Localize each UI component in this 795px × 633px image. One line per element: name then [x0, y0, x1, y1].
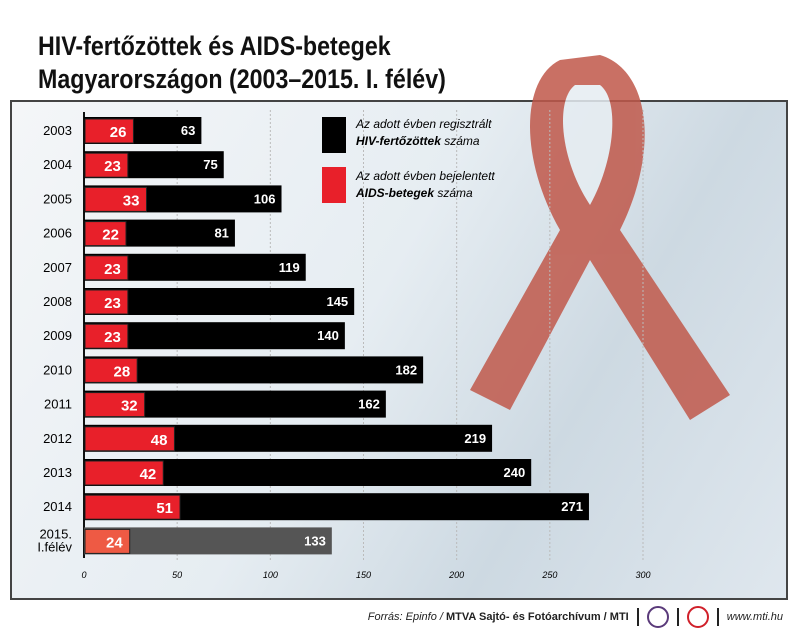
- data-label-aids: 23: [104, 329, 121, 346]
- divider: [636, 608, 639, 626]
- source: Forrás: Epinfo / MTVA Sajtó- és Fotóarch…: [367, 611, 629, 623]
- legend-aids-line1: Az adott évben bejelentett: [355, 169, 495, 183]
- footer: Forrás: Epinfo / MTVA Sajtó- és Fotóarch…: [368, 606, 783, 628]
- data-label-hiv: 81: [214, 226, 228, 241]
- y-tick-label: 2009: [43, 328, 72, 343]
- data-label-hiv: 75: [203, 157, 217, 172]
- data-label-aids: 23: [104, 158, 121, 175]
- x-tick-label: 50: [172, 570, 182, 580]
- chart-title: HIV-fertőzöttek és AIDS-betegek Magyaror…: [38, 30, 446, 96]
- title-line-1: HIV-fertőzöttek és AIDS-betegek: [38, 31, 391, 61]
- data-label-hiv: 63: [181, 123, 195, 138]
- y-tick-label: 2010: [43, 362, 72, 377]
- y-tick-label: 2015. I.félév: [37, 526, 72, 554]
- divider: [676, 608, 679, 626]
- legend: Az adott évben regisztrált HIV-fertőzött…: [322, 117, 495, 203]
- data-label-aids: 23: [104, 295, 121, 312]
- data-label-hiv: 145: [326, 294, 348, 309]
- data-label-aids: 28: [113, 363, 130, 380]
- y-tick-label: 2013: [43, 465, 72, 480]
- divider: [716, 608, 719, 626]
- y-tick-label: 2005: [43, 191, 72, 206]
- legend-swatch-aids: [322, 167, 346, 203]
- legend-swatch-hiv: [322, 117, 346, 153]
- bar-aids: [84, 152, 129, 178]
- legend-hiv-line2: HIV-fertőzöttek száma: [356, 134, 480, 148]
- data-label-aids: 42: [140, 466, 157, 483]
- data-label-aids: 22: [102, 227, 119, 244]
- legend-aids-line2: AIDS-betegek száma: [355, 186, 473, 200]
- data-label-aids: 48: [151, 432, 168, 449]
- bar-aids: [84, 118, 134, 144]
- bar-aids: [84, 426, 175, 452]
- bar-aids: [84, 323, 129, 349]
- data-label-aids: 33: [123, 192, 140, 209]
- y-tick-label: 2011: [44, 397, 72, 412]
- bar-aids: [84, 460, 164, 486]
- data-label-hiv: 182: [395, 362, 417, 377]
- bar-aids: [84, 392, 146, 418]
- data-label-aids: 23: [104, 261, 121, 278]
- legend-hiv-line1: Az adott évben regisztrált: [355, 117, 492, 131]
- x-tick-label: 150: [356, 570, 371, 580]
- data-label-hiv: 119: [279, 260, 300, 275]
- data-label-hiv: 106: [254, 191, 276, 206]
- y-tick-label: 2003: [43, 123, 72, 138]
- x-tick-label: 300: [635, 570, 650, 580]
- bar-aids: [84, 186, 147, 212]
- bar-hiv: [84, 288, 355, 315]
- data-label-aids: 32: [121, 398, 138, 415]
- data-label-aids: 26: [110, 124, 127, 141]
- bar-aids: [84, 289, 129, 315]
- y-tick-label: 2014: [43, 499, 72, 514]
- data-label-hiv: 240: [503, 465, 525, 480]
- y-tick-label: 2006: [43, 226, 72, 241]
- bar-aids: [84, 221, 127, 247]
- data-label-hiv: 162: [358, 397, 380, 412]
- bar-aids: [84, 255, 129, 281]
- bar-aids: [84, 357, 138, 383]
- data-label-aids: 24: [106, 534, 123, 551]
- x-tick-label: 200: [448, 570, 464, 580]
- mti-logo-icon: [686, 606, 709, 628]
- mtva-logo-icon: [646, 606, 669, 628]
- data-label-hiv: 271: [561, 499, 583, 514]
- title-line-2: Magyarországon (2003–2015. I. félév): [38, 64, 446, 94]
- bar-aids: [84, 494, 181, 520]
- y-tick-label: 2012: [43, 431, 72, 446]
- y-tick-label: 2008: [43, 294, 72, 309]
- ribbon-illustration: [470, 55, 730, 420]
- bar-aids: [84, 528, 131, 554]
- y-tick-label: 2004: [43, 157, 72, 172]
- x-tick-label: 250: [541, 570, 557, 580]
- x-tick-label: 0: [81, 570, 86, 580]
- data-label-hiv: 219: [464, 431, 486, 446]
- website: www.mti.hu: [726, 611, 783, 623]
- data-label-hiv: 140: [317, 328, 339, 343]
- data-label-aids: 51: [156, 500, 173, 517]
- x-tick-label: 100: [263, 570, 278, 580]
- y-tick-label: 2007: [43, 260, 72, 275]
- bar-hiv: [84, 356, 424, 384]
- data-label-hiv: 133: [304, 533, 326, 548]
